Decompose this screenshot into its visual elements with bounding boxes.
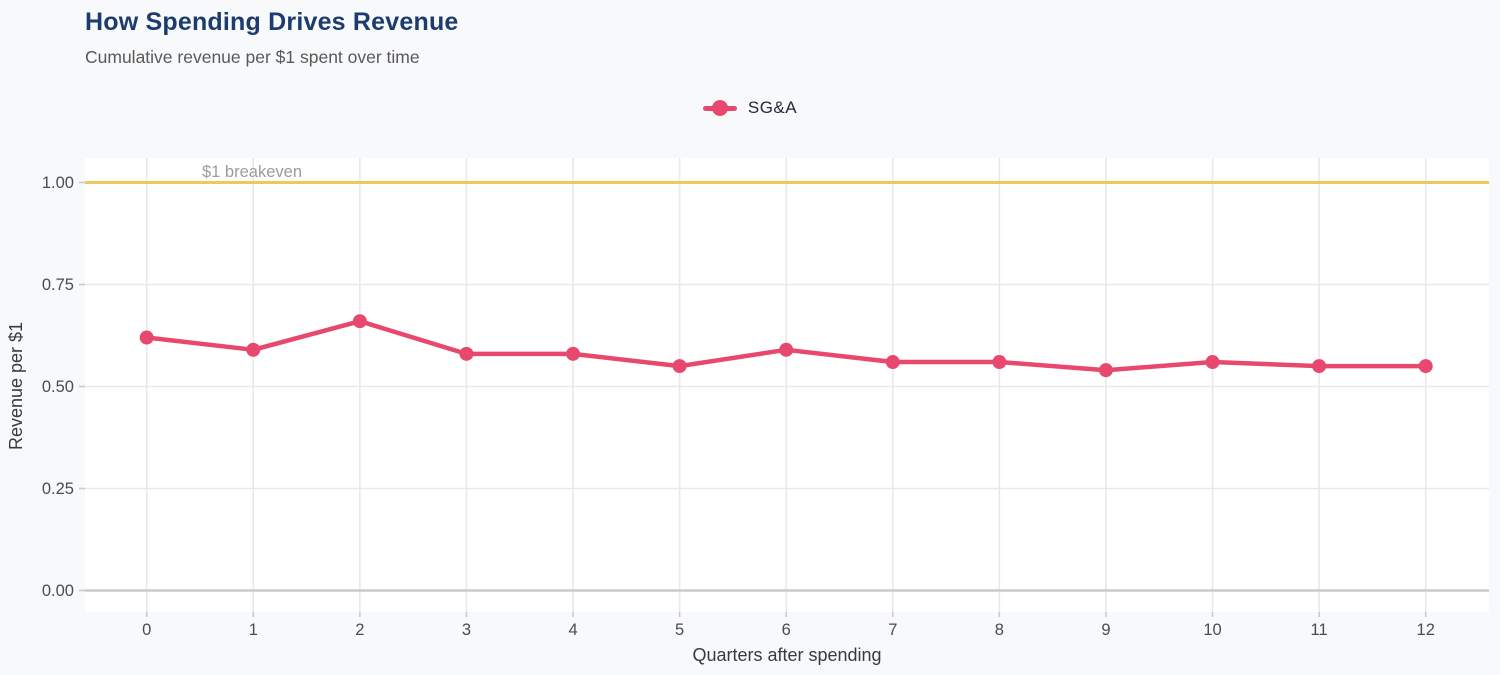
x-tick-label: 2	[355, 621, 364, 639]
chart-subtitle: Cumulative revenue per $1 spent over tim…	[85, 47, 420, 67]
legend-dot-icon	[711, 100, 728, 116]
x-tick-label: 3	[462, 621, 471, 639]
data-point	[672, 359, 687, 374]
data-point	[139, 330, 154, 345]
y-tick-label: 1.00	[42, 174, 74, 192]
x-tick-label: 8	[995, 621, 1004, 639]
x-tick-label: 4	[568, 621, 577, 639]
x-tick-label: 9	[1101, 621, 1110, 639]
legend-line-dot-icon	[702, 100, 737, 116]
x-tick-label: 5	[675, 621, 684, 639]
y-tick-label: 0.75	[42, 276, 74, 294]
data-point	[1205, 355, 1220, 370]
breakeven-annotation: $1 breakeven	[202, 163, 302, 181]
data-point	[352, 314, 367, 329]
x-tick-label: 0	[142, 621, 151, 639]
x-tick-label: 12	[1417, 621, 1435, 639]
x-tick-label: 6	[782, 621, 791, 639]
x-tick-label: 11	[1311, 621, 1328, 639]
x-axis-title: Quarters after spending	[692, 645, 881, 665]
y-axis-title: Revenue per $1	[6, 322, 26, 450]
x-tick-label: 1	[249, 621, 258, 639]
data-point	[246, 342, 261, 357]
data-point	[1312, 359, 1327, 374]
data-point	[992, 355, 1007, 370]
data-point	[1418, 359, 1433, 374]
y-tick-label: 0.25	[42, 480, 74, 498]
chart-title: How Spending Drives Revenue	[85, 8, 459, 36]
data-point	[459, 346, 474, 361]
data-point	[566, 346, 581, 361]
legend-label: SG&A	[747, 98, 798, 117]
data-point	[885, 355, 900, 370]
x-tick-label: 7	[888, 621, 897, 639]
y-tick-label: 0.00	[42, 582, 74, 600]
x-tick-label: 10	[1203, 621, 1221, 639]
data-point	[1098, 363, 1113, 378]
data-point	[779, 342, 794, 357]
legend[interactable]: SG&A	[0, 98, 1500, 118]
y-tick-label: 0.50	[42, 378, 74, 396]
